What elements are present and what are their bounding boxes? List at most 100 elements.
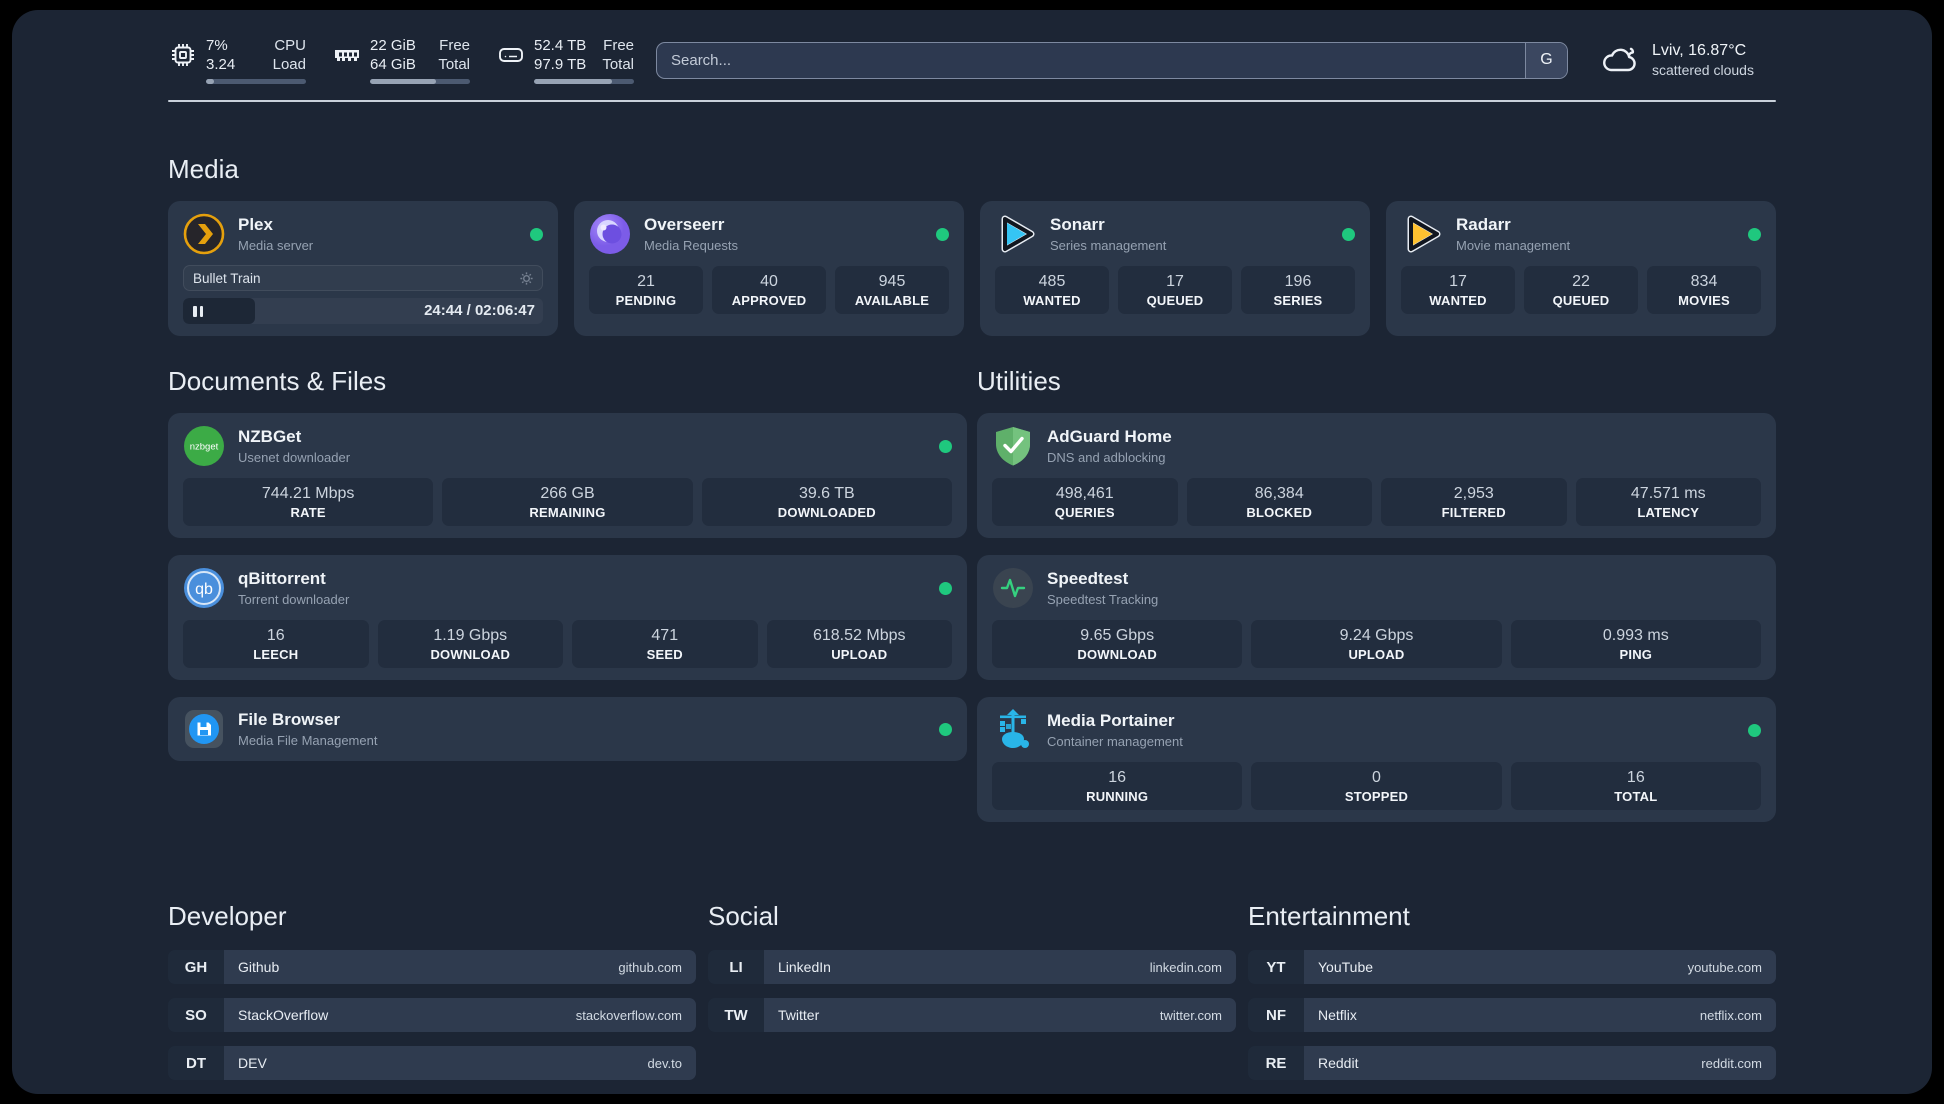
section-documents-files: Documents & Files nzbget NZBGet Usenet d… — [168, 366, 967, 839]
bookmark-youtube[interactable]: YT YouTube youtube.com — [1248, 950, 1776, 984]
bookmark-dev[interactable]: DT DEV dev.to — [168, 1046, 696, 1080]
app-card-plex[interactable]: Plex Media server Bullet Train — [168, 201, 558, 336]
search-engine-button[interactable]: G — [1525, 42, 1567, 78]
filebrowser-icon — [185, 710, 223, 748]
cpu-widget: 7% 3.24 CPU Load — [168, 36, 306, 84]
stat-movies: 834 MOVIES — [1647, 266, 1761, 314]
app-card-adguard[interactable]: AdGuard Home DNS and adblocking 498,461 … — [977, 413, 1776, 538]
playback-progress-bar[interactable] — [183, 298, 543, 324]
nzbget-description: Usenet downloader — [238, 450, 351, 465]
speedtest-name: Speedtest — [1047, 569, 1129, 588]
overseerr-name: Overseerr — [644, 215, 725, 234]
app-card-nzbget[interactable]: nzbget NZBGet Usenet downloader 744.21 M… — [168, 413, 967, 538]
bookmark-abbr: DT — [168, 1046, 224, 1080]
disk-free-label: Free — [603, 37, 634, 54]
app-card-radarr[interactable]: Radarr Movie management 17 WANTED 22 QUE… — [1386, 201, 1776, 336]
playback-time: 24:44 / 02:06:47 — [424, 302, 535, 319]
app-card-filebrowser[interactable]: File Browser Media File Management — [168, 697, 967, 761]
memory-free-label: Free — [439, 37, 470, 54]
bookmark-name: LinkedIn — [778, 959, 831, 975]
stat-approved: 40 APPROVED — [712, 266, 826, 314]
stat-running: 16 RUNNING — [992, 762, 1243, 810]
radarr-status-dot — [1748, 227, 1761, 241]
weather-location: Lviv, 16.87°C — [1652, 42, 1747, 59]
plex-name: Plex — [238, 215, 273, 234]
bookmark-url: twitter.com — [1159, 1007, 1222, 1023]
app-card-qbittorrent[interactable]: qb qBittorrent Torrent downloader 16 LEE… — [168, 555, 967, 680]
bookmark-stackoverflow[interactable]: SO StackOverflow stackoverflow.com — [168, 998, 696, 1032]
app-card-overseerr[interactable]: Overseerr Media Requests 21 PENDING 40 A… — [574, 201, 964, 336]
section-entertainment: Entertainment YT YouTube youtube.com NF … — [1248, 901, 1776, 1094]
overseerr-description: Media Requests — [644, 238, 738, 253]
section-developer: Developer GH Github github.com SO StackO… — [168, 901, 696, 1094]
nzbget-name: NZBGet — [238, 427, 302, 446]
stat-download: 9.65 Gbps DOWNLOAD — [992, 620, 1243, 668]
nzbget-icon: nzbget — [184, 426, 224, 466]
bookmark-abbr: TW — [708, 998, 764, 1032]
qbittorrent-description: Torrent downloader — [238, 592, 350, 607]
bookmark-abbr: RE — [1248, 1046, 1304, 1080]
stat-latency: 47.571 ms LATENCY — [1575, 478, 1761, 526]
bookmark-url: github.com — [618, 959, 682, 975]
bookmark-github[interactable]: GH Github github.com — [168, 950, 696, 984]
stat-blocked: 86,384 BLOCKED — [1186, 478, 1372, 526]
stat-downloaded: 39.6 TB DOWNLOADED — [701, 478, 952, 526]
top-bar: 7% 3.24 CPU Load — [168, 36, 1776, 84]
cpu-label: CPU — [274, 37, 306, 54]
sonarr-status-dot — [1342, 227, 1355, 241]
overseerr-status-dot — [936, 227, 949, 241]
stat-stopped: 0 STOPPED — [1251, 762, 1502, 810]
overseerr-icon — [590, 214, 630, 254]
disk-total-label: Total — [602, 56, 634, 73]
memory-free-value: 22 GiB — [370, 37, 416, 54]
bookmark-twitter[interactable]: TW Twitter twitter.com — [708, 998, 1236, 1032]
disk-free-value: 52.4 TB — [534, 37, 587, 54]
memory-progress-bar — [370, 79, 470, 84]
cpu-usage: 7% — [206, 37, 228, 54]
stat-available: 945 AVAILABLE — [835, 266, 949, 314]
pause-icon[interactable] — [193, 305, 203, 317]
stat-upload: 618.52 Mbps UPLOAD — [766, 620, 952, 668]
bookmark-abbr: GH — [168, 950, 224, 984]
stat-series: 196 SERIES — [1241, 266, 1355, 314]
speedtest-description: Speedtest Tracking — [1047, 592, 1159, 607]
session-settings-icon[interactable] — [519, 271, 534, 286]
app-card-speedtest[interactable]: Speedtest Speedtest Tracking 9.65 Gbps D… — [977, 555, 1776, 680]
portainer-description: Container management — [1047, 734, 1183, 749]
plex-description: Media server — [238, 238, 314, 253]
bookmark-name: Github — [238, 959, 280, 975]
disk-progress-bar — [534, 79, 634, 84]
filebrowser-status-dot — [939, 722, 952, 736]
stat-queued: 22 QUEUED — [1524, 266, 1638, 314]
radarr-description: Movie management — [1456, 238, 1571, 253]
section-social: Social LI LinkedIn linkedin.com TW Twitt… — [708, 901, 1236, 1094]
bookmark-abbr: NF — [1248, 998, 1304, 1032]
stat-wanted: 485 WANTED — [995, 266, 1109, 314]
bookmark-url: stackoverflow.com — [575, 1007, 682, 1023]
memory-widget: 22 GiB 64 GiB Free Total — [332, 36, 470, 84]
dashboard: 7% 3.24 CPU Load — [12, 10, 1932, 1094]
social-section-title: Social — [708, 901, 779, 931]
bookmark-netflix[interactable]: NF Netflix netflix.com — [1248, 998, 1776, 1032]
documents-section-title: Documents & Files — [168, 366, 387, 396]
developer-section-title: Developer — [168, 901, 287, 931]
system-widgets: 7% 3.24 CPU Load — [168, 36, 634, 84]
speedtest-icon — [993, 568, 1033, 608]
adguard-name: AdGuard Home — [1047, 427, 1172, 446]
stat-download: 1.19 Gbps DOWNLOAD — [377, 620, 563, 668]
memory-icon — [335, 50, 359, 61]
stat-upload: 9.24 Gbps UPLOAD — [1251, 620, 1502, 668]
sonarr-icon — [1001, 215, 1035, 253]
bookmark-linkedin[interactable]: LI LinkedIn linkedin.com — [708, 950, 1236, 984]
bookmark-reddit[interactable]: RE Reddit reddit.com — [1248, 1046, 1776, 1080]
svg-text:nzbget: nzbget — [190, 442, 219, 453]
app-card-sonarr[interactable]: Sonarr Series management 485 WANTED 17 Q… — [980, 201, 1370, 336]
search-input[interactable] — [657, 42, 1525, 78]
portainer-status-dot — [1748, 723, 1761, 737]
media-section-title: Media — [168, 154, 239, 184]
search-bar: G — [656, 41, 1568, 79]
bookmark-name: StackOverflow — [238, 1007, 329, 1023]
app-card-portainer[interactable]: Media Portainer Container management 16 … — [977, 697, 1776, 822]
weather-widget[interactable]: Lviv, 16.87°C scattered clouds — [1600, 42, 1776, 78]
portainer-name: Media Portainer — [1047, 711, 1175, 730]
